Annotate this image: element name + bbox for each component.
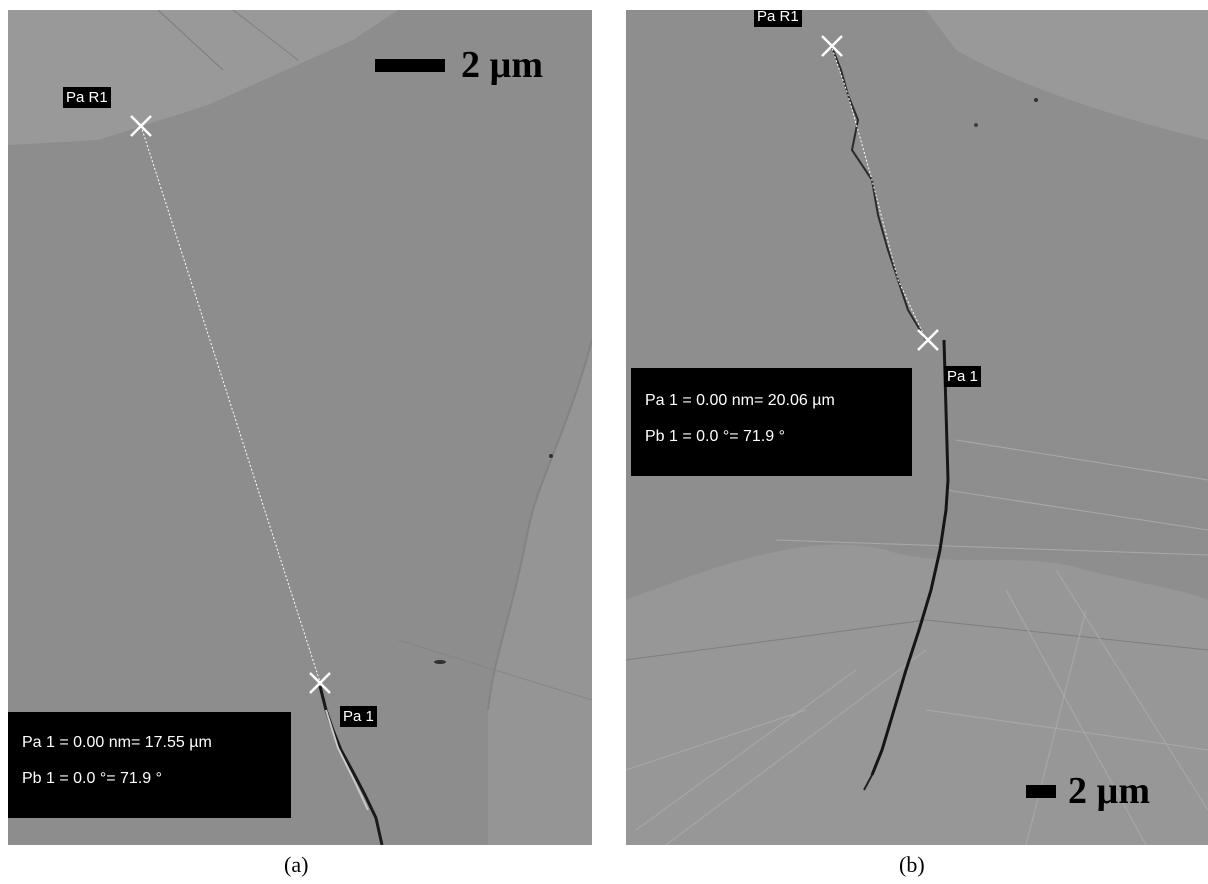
measurement-end-label: Pa 1 [340,706,377,727]
measurement-cross-icon [821,35,843,57]
panel-b-caption: (b) [899,852,925,877]
measurement-angle-text: Pb 1 = 0.0 °= 71.9 ° [22,770,163,787]
measurement-cross-icon [130,115,152,137]
scale-bar-line [375,58,445,72]
scale-bar-line [1026,784,1056,798]
measurement-info-box: Pa 1 = 0.00 nm= 17.55 µm Pb 1 = 0.0 °= 7… [8,712,291,818]
panel-a-caption: (a) [284,852,309,877]
micrograph-panel-a: Pa R1 Pa 1 Pa 1 = 0.00 nm= 17.55 µm Pb 1… [8,10,592,845]
measurement-cross-icon [917,329,939,351]
micrograph-panel-b: Pa R1 Pa 1 Pa 1 = 0.00 nm= 20.06 µm Pb 1… [626,10,1208,845]
scale-bar: 2 µm [375,45,543,85]
scale-bar-label: 2 µm [461,44,544,86]
measurement-info-box: Pa 1 = 0.00 nm= 20.06 µm Pb 1 = 0.0 °= 7… [631,368,912,476]
scale-bar-label: 2 µm [1068,770,1151,812]
measurement-cross-icon [309,672,331,694]
measurement-length-text: Pa 1 = 0.00 nm= 17.55 µm [22,734,212,751]
measurement-start-label: Pa R1 [63,87,111,108]
measurement-start-label: Pa R1 [754,10,802,27]
measurement-end-label: Pa 1 [944,366,981,387]
measurement-angle-text: Pb 1 = 0.0 °= 71.9 ° [645,428,786,445]
measurement-length-text: Pa 1 = 0.00 nm= 20.06 µm [645,392,835,409]
micrograph-image-a [8,10,592,845]
scale-bar: 2 µm [1026,771,1150,811]
